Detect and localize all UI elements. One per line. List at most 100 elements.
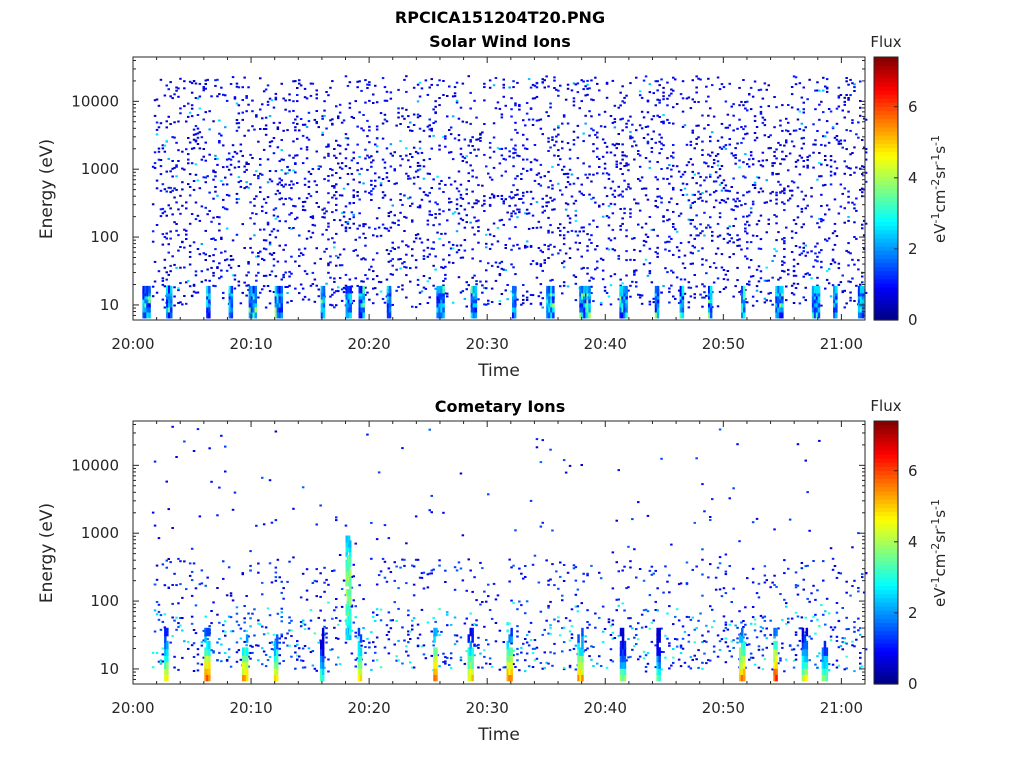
solar-wind-flux-cell — [537, 220, 541, 223]
cometary-flux-cell — [255, 644, 258, 647]
cometary-flux-cell — [718, 562, 722, 565]
solar-wind-flux-cell — [249, 201, 252, 204]
solar-wind-flux-cell — [483, 86, 486, 89]
solar-wind-flux-cell — [629, 135, 632, 138]
solar-wind-flux-cell — [303, 177, 307, 180]
solar-wind-flux-cell — [204, 176, 207, 179]
solar-wind-flux-cell — [364, 190, 367, 193]
solar-wind-flux-cell — [229, 83, 233, 85]
solar-wind-flux-cell — [414, 266, 418, 269]
solar-wind-flux-cell — [744, 125, 747, 128]
solar-wind-flux-cell — [689, 107, 693, 110]
cometary-flux-cell — [531, 666, 535, 668]
solar-wind-flux-cell — [333, 148, 336, 150]
solar-wind-flux-cell — [861, 275, 864, 278]
solar-wind-flux-cell — [804, 299, 807, 302]
solar-wind-flux-cell — [372, 278, 375, 281]
cometary-flux-cell — [412, 666, 416, 669]
solar-wind-flux-cell — [539, 303, 543, 306]
cometary-flux-cell — [615, 609, 618, 612]
solar-wind-flux-cell — [792, 219, 796, 222]
solar-wind-flux-cell — [751, 95, 755, 98]
solar-wind-flux-cell — [264, 211, 268, 214]
solar-wind-flux-cell — [734, 154, 737, 157]
solar-wind-flux-cell — [724, 286, 728, 289]
solar-wind-flux-cell — [167, 243, 170, 246]
solar-wind-flux-cell — [364, 148, 367, 151]
solar-wind-flux-cell — [549, 196, 552, 199]
solar-wind-flux-cell — [672, 295, 675, 298]
cometary-flux-cell — [584, 635, 587, 638]
solar-wind-flux-cell — [728, 138, 731, 140]
cometary-flux-cell — [637, 501, 640, 504]
cometary-flux-cell — [617, 604, 620, 607]
solar-wind-flux-cell — [579, 305, 582, 313]
cometary-flux-cell — [714, 576, 718, 579]
solar-wind-flux-cell — [196, 127, 200, 130]
solar-wind-flux-cell — [596, 155, 599, 158]
solar-wind-flux-cell — [142, 310, 145, 319]
cometary-flux-cell — [510, 566, 513, 569]
solar-wind-flux-cell — [375, 125, 379, 128]
cometary-flux-cell — [412, 617, 416, 620]
solar-wind-flux-cell — [720, 189, 724, 192]
cometary-flux-cell — [161, 563, 165, 566]
solar-wind-flux-cell — [525, 296, 529, 299]
solar-wind-flux-cell — [557, 252, 560, 255]
cometary-flux-cell — [173, 572, 176, 575]
solar-wind-flux-cell — [346, 222, 350, 225]
cometary-flux-cell — [340, 588, 344, 590]
cometary-flux-cell — [161, 620, 165, 623]
solar-wind-flux-cell — [810, 186, 813, 189]
cometary-flux-cell — [516, 608, 519, 611]
solar-wind-flux-cell — [266, 100, 270, 103]
solar-wind-flux-cell — [841, 192, 844, 195]
solar-wind-flux-cell — [802, 275, 805, 278]
solar-wind-flux-cell — [488, 141, 492, 144]
solar-wind-flux-cell — [722, 187, 726, 190]
solar-wind-flux-cell — [278, 160, 281, 163]
solar-wind-flux-cell — [584, 114, 587, 117]
solar-wind-flux-cell — [389, 152, 393, 155]
solar-wind-flux-cell — [730, 105, 733, 108]
solar-wind-flux-cell — [644, 187, 648, 190]
solar-wind-flux-cell — [829, 295, 833, 298]
solar-wind-flux-cell — [399, 140, 402, 143]
solar-wind-flux-cell — [438, 310, 441, 319]
solar-wind-flux-cell — [522, 144, 525, 147]
solar-wind-flux-cell — [212, 237, 215, 240]
colorbar-segment — [874, 237, 898, 243]
solar-wind-flux-cell — [753, 119, 757, 122]
solar-wind-flux-cell — [465, 214, 468, 217]
solar-wind-flux-cell — [771, 303, 774, 306]
solar-wind-flux-cell — [214, 79, 217, 82]
solar-wind-flux-cell — [820, 220, 823, 223]
solar-wind-flux-cell — [767, 105, 770, 108]
solar-wind-flux-cell — [679, 305, 683, 313]
solar-wind-flux-cell — [235, 152, 239, 155]
solar-wind-flux-cell — [163, 144, 167, 147]
solar-wind-flux-cell — [224, 250, 227, 253]
cometary-flux-cell — [159, 661, 163, 664]
cometary-flux-cell — [257, 622, 260, 625]
solar-wind-flux-cell — [344, 227, 348, 230]
solar-wind-flux-cell — [812, 265, 815, 268]
solar-wind-flux-cell — [568, 157, 572, 160]
solar-wind-flux-cell — [444, 273, 447, 276]
solar-wind-flux-cell — [329, 86, 332, 89]
solar-wind-flux-cell — [148, 310, 151, 319]
solar-wind-flux-cell — [847, 280, 850, 283]
solar-wind-flux-cell — [448, 151, 451, 154]
solar-wind-flux-cell — [399, 164, 402, 167]
solar-wind-flux-cell — [220, 236, 223, 239]
solar-wind-flux-cell — [609, 284, 613, 287]
solar-wind-flux-cell — [562, 165, 566, 168]
solar-wind-flux-cell — [168, 310, 171, 319]
solar-wind-flux-cell — [654, 104, 657, 107]
solar-wind-flux-cell — [724, 126, 728, 129]
solar-wind-flux-cell — [385, 227, 389, 230]
solar-wind-flux-cell — [642, 116, 646, 119]
solar-wind-flux-cell — [342, 187, 346, 190]
solar-wind-flux-cell — [670, 92, 673, 95]
cometary-flux-cell — [537, 581, 541, 584]
